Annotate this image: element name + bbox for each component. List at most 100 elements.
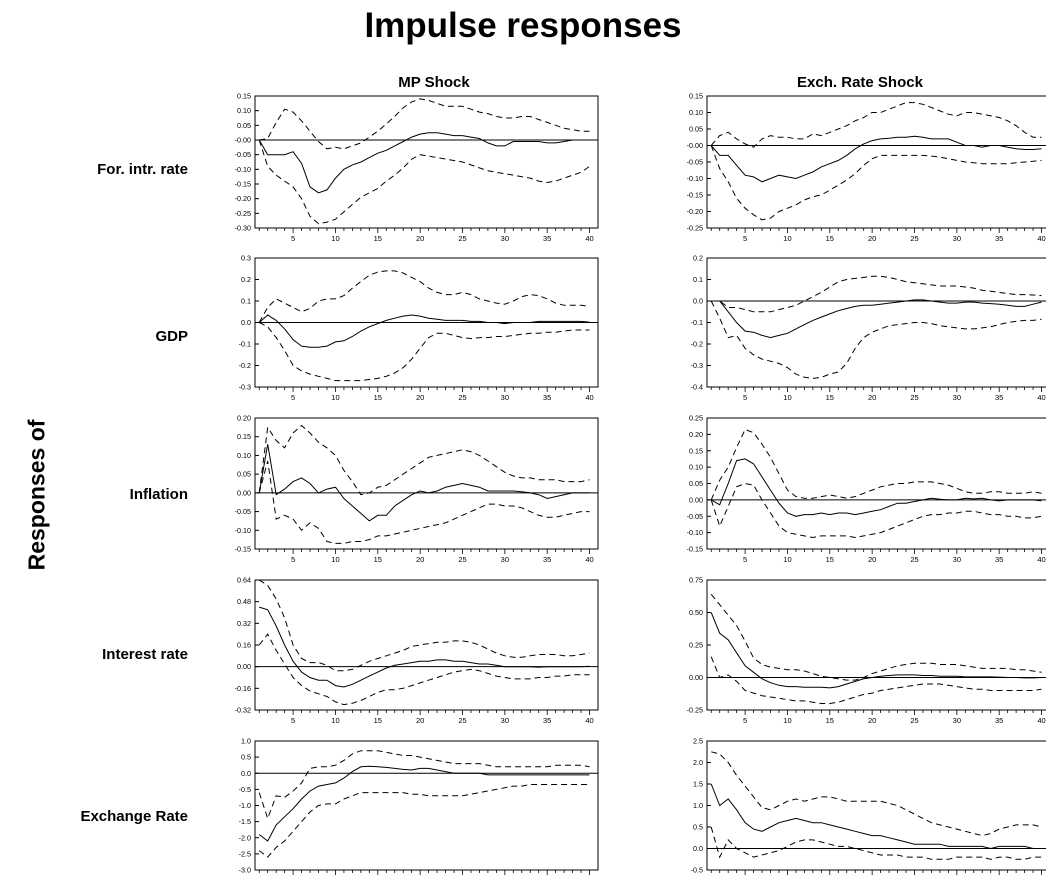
y-tick-label: -0.16 <box>235 684 251 693</box>
response-line-interest-rate-mp-shock-0 <box>259 606 590 688</box>
x-tick-label: 20 <box>416 716 424 725</box>
panel-gdp-mp-shock: 0.3 0.2 0.1 0.0 -0.1 -0.2 -0.3 5 10 15 20 25 30 35 40 <box>239 254 599 402</box>
confidence-band-line-exchange-rate-mp-shock-1 <box>258 750 590 820</box>
y-tick-label: 0.20 <box>689 430 703 439</box>
y-tick-label: 2.5 <box>693 737 703 746</box>
plot-frame <box>254 740 599 871</box>
y-tick-label: -0.15 <box>235 545 251 554</box>
confidence-band-line-inflation-mp-shock-1 <box>258 424 590 496</box>
y-tick-label: 0.05 <box>237 121 251 130</box>
x-tick-label: 25 <box>458 393 466 402</box>
y-tick-label: 0.32 <box>237 619 251 628</box>
x-tick-label: 15 <box>826 393 834 402</box>
response-line-interest-rate-exch-rate-shock-0 <box>710 612 1042 689</box>
confidence-band-line-exchange-rate-exch-rate-shock-2 <box>710 826 1042 860</box>
x-tick-label: 25 <box>910 234 918 243</box>
x-tick-label: 5 <box>291 555 295 564</box>
confidence-band-line-interest-rate-exch-rate-shock-2 <box>710 656 1042 704</box>
x-tick-label: 30 <box>501 716 509 725</box>
y-tick-label: -0.00 <box>235 136 251 145</box>
x-tick-label: 30 <box>501 393 509 402</box>
row-label-exchange-rate: Exchange Rate <box>80 808 188 825</box>
x-tick-label: 20 <box>868 716 876 725</box>
y-tick-label: 0.5 <box>693 823 703 832</box>
x-tick-label: 30 <box>501 234 509 243</box>
y-tick-label: 0.05 <box>689 125 703 134</box>
panel-gdp-exch-rate-shock: 0.2 0.1 0.0 -0.1 -0.2 -0.3 -0.4 5 10 15 20 25 30 35 40 <box>691 254 1046 402</box>
y-tick-label: 0.10 <box>689 108 703 117</box>
panel-for-intr-rate-mp-shock: 0.15 0.10 0.05 -0.00 -0.05 -0.10 -0.15 -0.20 -0.… <box>235 92 599 243</box>
confidence-band-line-for-intr-rate-exch-rate-shock-1 <box>710 102 1042 148</box>
y-tick-label: 0.05 <box>689 479 703 488</box>
panel-exchange-rate-exch-rate-shock: 2.5 2.0 1.5 1.0 0.5 0.0 -0.5 <box>691 737 1046 875</box>
plot-frame <box>706 95 1046 229</box>
y-tick-label: -0.10 <box>235 165 251 174</box>
x-tick-label: 15 <box>374 393 382 402</box>
panel-interest-rate-exch-rate-shock: 0.75 0.50 0.25 0.00 -0.25 5 10 15 20 25 30 35 40 <box>687 576 1046 725</box>
y-tick-label: -0.15 <box>235 180 251 189</box>
x-tick-label: 5 <box>291 234 295 243</box>
plot-frame <box>254 95 599 229</box>
panel-interest-rate-mp-shock: 0.64 0.48 0.32 0.16 0.00 -0.16 -0.32 5 10 15 20 25 3… <box>235 576 599 725</box>
panel-inflation-mp-shock: 0.20 0.15 0.10 0.05 0.00 -0.05 -0.10 -0.15 5 10 15… <box>235 414 599 564</box>
x-tick-label: 20 <box>416 555 424 564</box>
y-tick-label: -0.2 <box>239 361 251 370</box>
plot-frame <box>706 417 1046 550</box>
y-tick-label: -0.10 <box>235 526 251 535</box>
confidence-band-line-gdp-mp-shock-2 <box>258 322 590 382</box>
x-tick-label: 10 <box>331 393 339 402</box>
column-title-exch-rate-shock: Exch. Rate Shock <box>797 74 923 91</box>
confidence-band-line-for-intr-rate-mp-shock-1 <box>259 98 590 150</box>
y-tick-label: 0.10 <box>689 463 703 472</box>
response-line-inflation-mp-shock-0 <box>258 444 590 522</box>
y-tick-label: 0.05 <box>237 470 251 479</box>
y-tick-label: 0.0 <box>241 769 251 778</box>
x-tick-label: 40 <box>585 555 593 564</box>
confidence-band-line-interest-rate-exch-rate-shock-1 <box>710 593 1042 681</box>
x-tick-label: 25 <box>910 716 918 725</box>
y-tick-label: -0.3 <box>691 361 703 370</box>
x-tick-label: 40 <box>1037 393 1045 402</box>
y-tick-label: -3.0 <box>239 866 251 875</box>
y-tick-label: -0.15 <box>687 545 703 554</box>
confidence-band-line-inflation-exch-rate-shock-2 <box>710 482 1042 539</box>
confidence-band-line-inflation-exch-rate-shock-1 <box>710 428 1042 501</box>
x-tick-label: 35 <box>995 393 1003 402</box>
y-tick-label: 0.00 <box>237 488 251 497</box>
y-tick-label: -2.5 <box>239 849 251 858</box>
y-tick-label: -0.1 <box>691 318 703 327</box>
x-tick-label: 35 <box>543 716 551 725</box>
y-tick-label: 0.10 <box>237 451 251 460</box>
x-tick-label: 40 <box>585 393 593 402</box>
panel-for-intr-rate-exch-rate-shock: 0.15 0.10 0.05 -0.00 -0.05 -0.10 -0.15 -0.20 -0.… <box>687 92 1046 243</box>
y-tick-label: 0.0 <box>693 297 703 306</box>
x-tick-label: 20 <box>868 234 876 243</box>
x-tick-label: 35 <box>995 555 1003 564</box>
y-tick-label: 0.15 <box>689 446 703 455</box>
x-tick-label: 25 <box>458 234 466 243</box>
response-line-inflation-exch-rate-shock-0 <box>710 458 1042 517</box>
x-tick-label: 30 <box>953 716 961 725</box>
response-line-for-intr-rate-exch-rate-shock-0 <box>710 135 1042 183</box>
y-tick-label: -0.10 <box>687 174 703 183</box>
y-tick-label: -0.05 <box>687 158 703 167</box>
x-tick-label: 35 <box>543 393 551 402</box>
x-tick-label: 5 <box>743 716 747 725</box>
y-tick-label: 2.0 <box>693 758 703 767</box>
y-tick-label: -0.05 <box>235 150 251 159</box>
confidence-band-line-inflation-mp-shock-2 <box>258 460 590 544</box>
x-tick-label: 5 <box>291 716 295 725</box>
y-tick-label: -0.30 <box>235 224 251 233</box>
x-tick-label: 5 <box>291 393 295 402</box>
panel-inflation-exch-rate-shock: 0.25 0.20 0.15 0.10 0.05 0.00 -0.05 -0.10 -0.15 5… <box>687 414 1046 564</box>
x-tick-label: 15 <box>374 555 382 564</box>
plot-frame <box>706 740 1046 871</box>
y-tick-label: -0.00 <box>687 141 703 150</box>
confidence-band-line-for-intr-rate-exch-rate-shock-2 <box>710 145 1042 221</box>
x-tick-label: 40 <box>1037 555 1045 564</box>
x-tick-label: 10 <box>783 234 791 243</box>
y-tick-label: -0.25 <box>687 224 703 233</box>
y-tick-label: 0.0 <box>241 318 251 327</box>
y-tick-label: -0.20 <box>235 194 251 203</box>
